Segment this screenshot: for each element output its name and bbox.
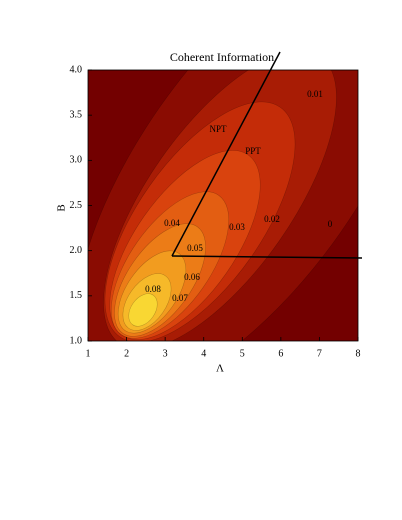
contour-label: 0.07 xyxy=(172,293,188,303)
contour-label: 0.08 xyxy=(145,284,161,294)
y-tick-label: 3.0 xyxy=(70,155,83,166)
y-tick-label: 2.0 xyxy=(70,245,83,256)
region-annotation: NPT xyxy=(209,124,227,134)
x-tick-label: 1 xyxy=(86,348,91,359)
x-tick-label: 2 xyxy=(124,348,129,359)
contour-label: 0.01 xyxy=(307,89,323,99)
y-tick-label: 2.5 xyxy=(70,200,83,211)
x-tick-label: 7 xyxy=(317,348,322,359)
contour-label: 0 xyxy=(328,219,333,229)
contour-label: 0.03 xyxy=(229,222,245,232)
contour-label: 0.02 xyxy=(264,214,280,224)
y-axis-label: B xyxy=(56,204,68,211)
x-tick-label: 4 xyxy=(201,348,206,359)
x-tick-label: 3 xyxy=(163,348,168,359)
region-annotation: PPT xyxy=(245,146,261,156)
contour-region xyxy=(128,293,158,327)
chart-title: Coherent Information xyxy=(170,50,274,64)
y-tick-label: 4.0 xyxy=(70,64,83,75)
contour-label: 0.04 xyxy=(164,218,180,228)
boundary-line xyxy=(171,51,281,257)
y-tick-label: 1.5 xyxy=(70,290,83,301)
y-tick-label: 3.5 xyxy=(70,109,83,120)
x-axis-label: Λ xyxy=(216,363,224,375)
x-tick-label: 5 xyxy=(240,348,245,359)
contour-label: 0.06 xyxy=(184,272,200,282)
contour-label: 0.05 xyxy=(187,243,203,253)
x-tick-label: 6 xyxy=(278,348,283,359)
boundary-line xyxy=(171,255,363,259)
x-tick-label: 8 xyxy=(356,348,361,359)
plot-area: 0 0.01 0.02 0.03 0.04 0.05 0.06 0.07 0.08 xyxy=(88,70,358,341)
y-tick-label: 1.0 xyxy=(70,335,83,346)
